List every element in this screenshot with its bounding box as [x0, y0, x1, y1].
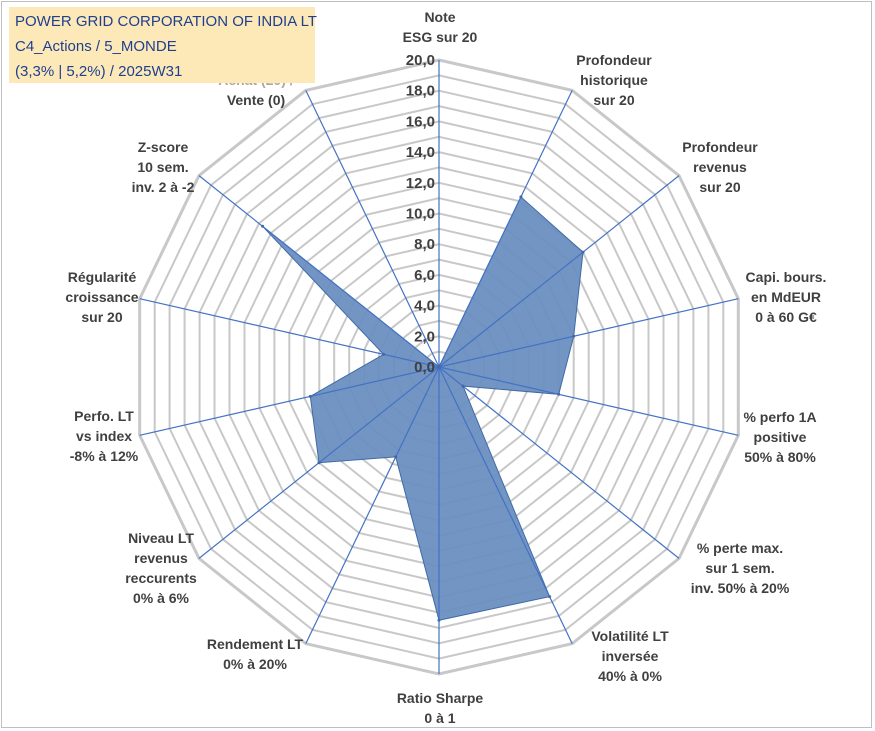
data-point: [461, 384, 465, 388]
axis-label-line: Capi. bours.: [746, 269, 827, 285]
axis-label-line: Régularité: [68, 269, 137, 285]
axis-label: Régularité croissance sur 20: [65, 269, 138, 325]
axis-label-line: revenus: [134, 550, 188, 566]
tick-label: 16,0: [406, 113, 435, 130]
axis-label-line: Profondeur: [682, 139, 758, 155]
axis-spoke: [438, 366, 680, 559]
axis-label-line: Z-score: [138, 139, 189, 155]
tick-label: 14,0: [406, 144, 435, 161]
data-point: [581, 250, 585, 254]
axis-label: % perfo 1A positive 50% à 80%: [743, 409, 816, 465]
axis-spoke: [438, 298, 739, 368]
axis-label-line: 0 à 60 G€: [755, 309, 817, 325]
axis-label-line: Volatilité LT: [591, 628, 669, 644]
axis-label: Niveau LT revenus reccurents 0% à 6%: [125, 530, 197, 606]
tick-label: 20,0: [406, 52, 435, 69]
axis-label-line: % perfo 1A: [743, 409, 816, 425]
axis-label-line: 0% à 20%: [223, 656, 287, 672]
axis-label-line: reccurents: [125, 570, 197, 586]
axis-spoke: [438, 366, 739, 436]
data-point: [572, 334, 576, 338]
axis-label-line: revenus: [693, 159, 747, 175]
data-point: [548, 595, 552, 599]
axis-label-line: Rendement LT: [207, 636, 304, 652]
data-point: [317, 461, 321, 465]
axis-label-line: 50% à 80%: [744, 449, 816, 465]
tick-label: 0,0: [414, 359, 435, 376]
axis-label-line: en MdEUR: [751, 289, 821, 305]
axis-label: Ratio Sharpe 0 à 1: [397, 690, 484, 726]
axis-label-line: % perte max.: [697, 540, 783, 556]
axis-spoke: [438, 175, 680, 368]
tick-label: 10,0: [406, 206, 435, 223]
axis-spoke: [438, 90, 573, 368]
axis-label: Perfo. LT vs index -8% à 12%: [70, 408, 139, 464]
axis-label-line: Niveau LT: [128, 530, 194, 546]
axis-label-line: Ratio Sharpe: [397, 690, 484, 706]
axis-label-line: sur 20: [593, 92, 634, 108]
data-point: [437, 618, 441, 622]
axis-spoke: [139, 298, 440, 368]
axis-label-line: 40% à 0%: [598, 668, 662, 684]
axis-label: Rendement LT 0% à 20%: [207, 636, 304, 672]
axis-label: Volatilité LT inversée 40% à 0%: [591, 628, 669, 684]
axis-label-line: positive: [754, 429, 807, 445]
tick-label: 12,0: [406, 175, 435, 192]
axis-label-line: croissance: [65, 289, 138, 305]
tick-label: 4,0: [414, 298, 435, 315]
axis-label-line: Note: [424, 9, 455, 25]
axis-label-line: sur 20: [699, 179, 740, 195]
axis-label: Profondeur historique sur 20: [576, 52, 652, 108]
data-point: [308, 394, 312, 398]
axis-spoke: [305, 366, 440, 644]
title-line-3: (3,3% | 5,2%) / 2025W31: [15, 63, 183, 80]
tick-label: 6,0: [414, 267, 435, 284]
title-line-2: C4_Actions / 5_MONDE: [15, 38, 177, 55]
axis-label-line: vs index: [76, 428, 132, 444]
axis-label: Profondeur revenus sur 20: [682, 139, 758, 195]
axis-label: Note ESG sur 20: [403, 9, 478, 45]
axis-label-line: inv. 2 à -2: [132, 179, 195, 195]
tick-label: 2,0: [414, 328, 435, 345]
data-point: [437, 365, 441, 369]
tick-label: 8,0: [414, 236, 435, 253]
data-point: [261, 224, 265, 228]
axis-label: % perte max. sur 1 sem. inv. 50% à 20%: [691, 540, 790, 596]
axis-spoke: [139, 366, 440, 436]
chart-title-block: POWER GRID CORPORATION OF INDIA LT C4_Ac…: [9, 7, 317, 83]
data-point: [557, 392, 561, 396]
data-point: [394, 455, 398, 459]
axis-label-line: historique: [580, 72, 648, 88]
series-polygon: [262, 196, 584, 621]
axis-label-line: 0% à 6%: [133, 590, 190, 606]
axis-label-line: Profondeur: [576, 52, 652, 68]
axis-label: Capi. bours. en MdEUR 0 à 60 G€: [746, 269, 827, 325]
axis-spoke: [198, 175, 440, 368]
axis-label-line: -8% à 12%: [70, 448, 139, 464]
axis-label-line: Vente (0): [227, 92, 285, 108]
title-line-1: POWER GRID CORPORATION OF INDIA LT: [15, 13, 317, 30]
tick-label: 18,0: [406, 83, 435, 100]
axis-label-line: inversée: [602, 648, 659, 664]
data-point: [519, 195, 523, 199]
axis-spoke: [305, 90, 440, 368]
axis-label-line: 10 sem.: [137, 159, 188, 175]
axis-label-line: sur 1 sem.: [705, 560, 774, 576]
axis-label-line: inv. 50% à 20%: [691, 580, 790, 596]
axis-label-line: 0 à 1: [424, 710, 455, 726]
axis-label-line: sur 20: [81, 309, 122, 325]
axis-label: Z-score 10 sem. inv. 2 à -2: [132, 139, 195, 195]
axis-label-line: Perfo. LT: [74, 408, 134, 424]
axis-label-line: ESG sur 20: [403, 29, 478, 45]
data-point: [382, 352, 386, 356]
